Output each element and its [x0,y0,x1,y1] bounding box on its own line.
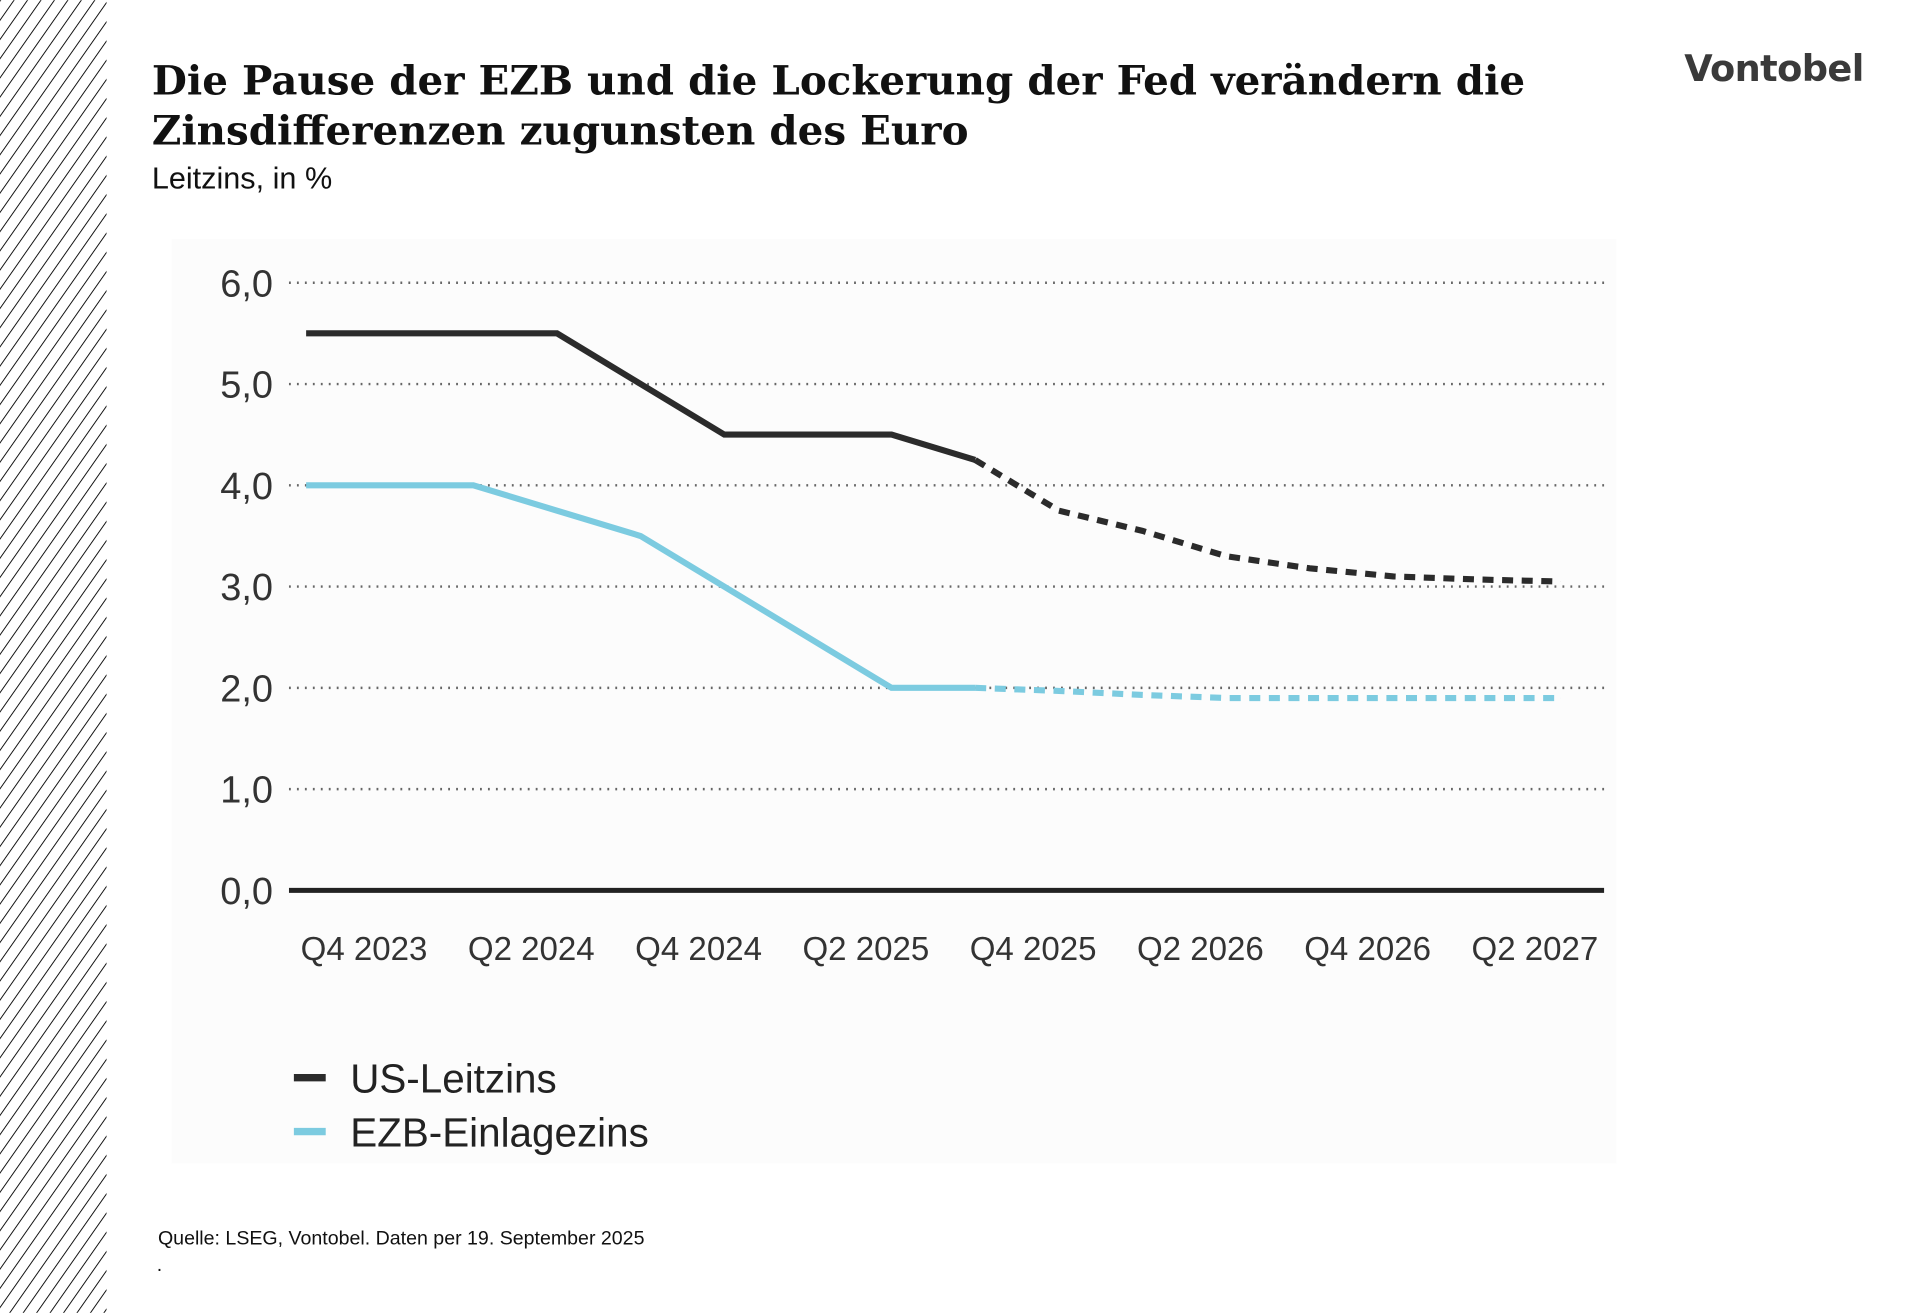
grid [288,281,1605,893]
x-tick-label: Q2 2027 [1471,931,1598,968]
x-tick-label: Q2 2025 [802,931,929,968]
legend: US-Leitzins EZB-Einlagezins [293,1055,649,1155]
legend-label-us: US-Leitzins [350,1055,557,1101]
y-tick-label: 0,0 [220,871,273,913]
x-tick-label: Q2 2026 [1137,931,1264,968]
x-tick-label: Q4 2024 [635,931,762,968]
chart-title-line1: Die Pause der EZB und die Lockerung der … [152,56,1525,104]
plot-background [171,238,1617,1164]
y-tick-label: 6,0 [220,263,273,305]
y-axis: 0,0 1,0 2,0 3,0 4,0 5,0 6,0 [220,263,273,913]
x-axis: Q4 2023 Q2 2024 Q4 2024 Q2 2025 Q4 2025 Q2 20… [301,931,1599,968]
chart-subtitle: Leitzins, in % [152,162,332,196]
legend-label-ezb: EZB-Einlagezins [350,1109,649,1155]
y-tick-label: 1,0 [220,770,273,812]
us-leitzins-forecast-line [973,457,1561,585]
footer-dot: . [157,1254,162,1276]
x-tick-label: Q4 2023 [301,931,428,968]
y-tick-label: 5,0 [220,365,273,407]
vontobel-logo: Vontobel [1684,47,1863,90]
x-tick-label: Q2 2024 [468,931,595,968]
y-tick-label: 2,0 [220,668,273,710]
hatch-border [0,0,107,1313]
x-tick-label: Q4 2026 [1304,931,1431,968]
chart-title-line2: Zinsdifferenzen zugunsten des Euro [152,107,969,155]
source-note: Quelle: LSEG, Vontobel. Daten per 19. Se… [158,1227,645,1249]
series-lines [306,330,1561,702]
x-tick-label: Q4 2025 [970,931,1097,968]
y-tick-label: 3,0 [220,567,273,609]
y-tick-label: 4,0 [220,466,273,508]
